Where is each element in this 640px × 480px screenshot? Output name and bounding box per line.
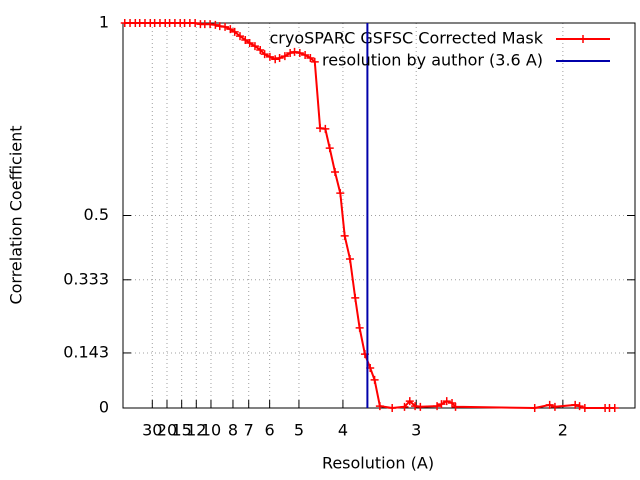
data-point bbox=[336, 189, 345, 198]
data-point bbox=[245, 39, 254, 48]
x-tick-label: 2 bbox=[558, 421, 568, 440]
x-tick-label: 30 bbox=[142, 421, 162, 440]
data-point bbox=[310, 57, 319, 66]
data-point bbox=[211, 20, 220, 29]
data-point bbox=[280, 52, 289, 61]
data-point bbox=[610, 404, 619, 412]
x-tick-label: 8 bbox=[228, 421, 238, 440]
y-axis-label: Correlation Coefficient bbox=[7, 125, 26, 304]
plot-frame bbox=[122, 22, 636, 409]
data-point bbox=[545, 400, 554, 409]
data-point bbox=[575, 402, 584, 411]
data-point bbox=[260, 50, 269, 59]
data-point bbox=[230, 27, 239, 36]
x-tick-label: 12 bbox=[186, 421, 206, 440]
data-point bbox=[351, 293, 360, 302]
data-point bbox=[256, 45, 265, 54]
data-point bbox=[206, 20, 215, 29]
data-point bbox=[290, 47, 299, 56]
data-point bbox=[250, 42, 259, 51]
y-tick-label: 0.333 bbox=[63, 269, 109, 288]
data-point bbox=[226, 25, 235, 34]
x-axis-label: Resolution (A) bbox=[322, 454, 434, 473]
data-point bbox=[550, 402, 559, 411]
x-tick-label: 20 bbox=[157, 421, 177, 440]
data-point bbox=[275, 54, 284, 63]
legend-label: resolution by author (3.6 A) bbox=[322, 51, 543, 70]
data-point bbox=[316, 124, 325, 133]
x-tick-label: 3 bbox=[411, 421, 421, 440]
data-point bbox=[442, 397, 451, 406]
data-point bbox=[375, 402, 384, 411]
data-point bbox=[355, 323, 364, 332]
data-point bbox=[345, 255, 354, 264]
legend-label: cryoSPARC GSFSC Corrected Mask bbox=[269, 29, 543, 48]
data-point bbox=[236, 32, 245, 41]
x-tick-label: 6 bbox=[265, 421, 275, 440]
data-point bbox=[295, 49, 304, 58]
y-tick-label: 1 bbox=[99, 13, 109, 32]
y-tick-label: 0.143 bbox=[63, 342, 109, 361]
data-point bbox=[370, 375, 379, 384]
y-tick-label: 0 bbox=[99, 398, 109, 417]
data-point bbox=[331, 167, 340, 176]
data-point bbox=[571, 400, 580, 409]
data-point bbox=[437, 400, 446, 409]
x-tick-label: 15 bbox=[171, 421, 191, 440]
data-point bbox=[325, 144, 334, 153]
data-point bbox=[215, 22, 224, 31]
x-tick-label: 5 bbox=[294, 421, 304, 440]
data-point bbox=[451, 402, 460, 411]
data-point bbox=[530, 404, 539, 412]
data-point bbox=[433, 402, 442, 411]
data-point bbox=[405, 397, 414, 406]
data-point bbox=[191, 19, 200, 27]
x-tick-label: 4 bbox=[338, 421, 348, 440]
data-point bbox=[321, 124, 330, 133]
data-point bbox=[271, 55, 280, 64]
y-tick-label: 0.5 bbox=[84, 205, 109, 224]
legend-marker bbox=[579, 35, 587, 43]
data-point bbox=[221, 22, 230, 31]
data-point bbox=[306, 54, 315, 63]
x-tick-label: 10 bbox=[201, 421, 221, 440]
data-point bbox=[580, 404, 589, 412]
data-point bbox=[416, 402, 425, 411]
data-point bbox=[411, 402, 420, 411]
data-point bbox=[400, 402, 409, 411]
data-point bbox=[241, 35, 250, 44]
data-point bbox=[340, 231, 349, 240]
data-point bbox=[286, 49, 295, 58]
data-point bbox=[265, 52, 274, 61]
x-tick-label: 7 bbox=[244, 421, 254, 440]
data-point bbox=[388, 404, 397, 412]
data-point bbox=[448, 398, 457, 407]
data-point bbox=[301, 50, 310, 59]
